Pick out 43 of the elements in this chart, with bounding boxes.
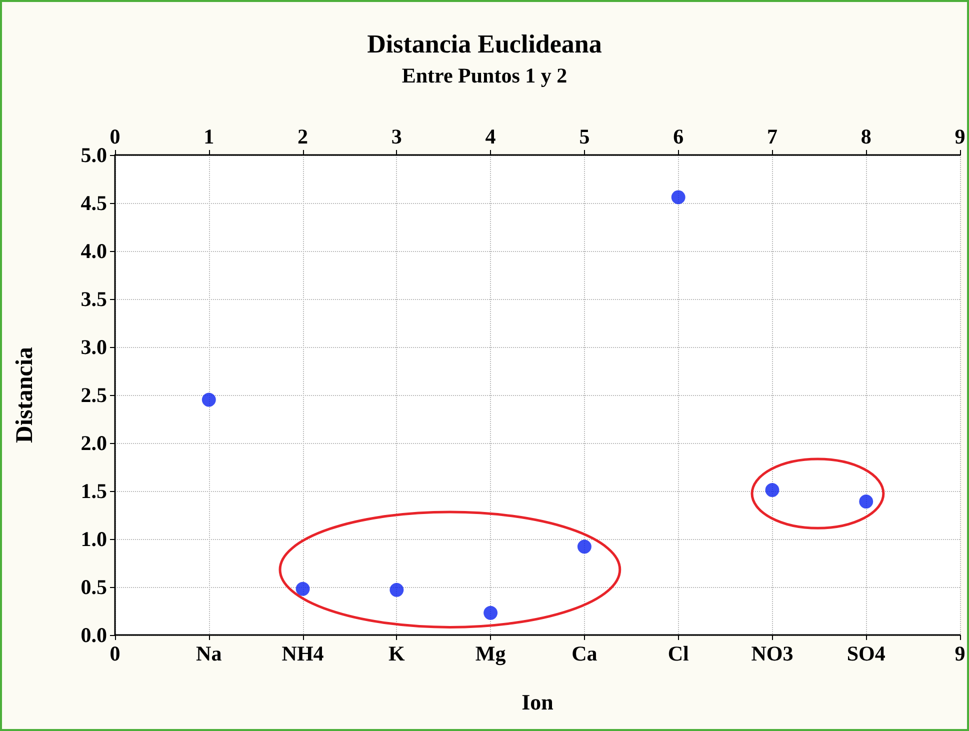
- point: [577, 540, 592, 554]
- x-tick-label: Na: [196, 642, 222, 666]
- x-tick-label: SO4: [846, 642, 886, 666]
- x-tick-label: Ca: [572, 642, 598, 666]
- x-tick-label: NO3: [751, 642, 794, 666]
- y-tick-label: 4.5: [80, 191, 107, 215]
- y-tick-label: 5.0: [80, 143, 107, 167]
- x2-tick-label: 3: [391, 124, 402, 148]
- y-tick-label: 1.0: [80, 527, 107, 551]
- x2-tick-label: 1: [204, 124, 214, 148]
- y-tick-label: 2.0: [80, 431, 107, 455]
- point: [671, 190, 686, 204]
- x-tick-label: 0: [110, 642, 120, 666]
- x2-tick-label: 0: [110, 124, 120, 148]
- x2-tick-label: 5: [579, 124, 590, 148]
- x2-tick-label: 4: [485, 124, 496, 148]
- y-axis-title: Distancia: [12, 347, 38, 443]
- y-tick-label: 3.0: [80, 335, 107, 359]
- point: [296, 582, 310, 596]
- y-tick-label: 3.5: [80, 287, 107, 311]
- y-tick-label: 1.5: [80, 479, 107, 503]
- x-tick-label: Mg: [475, 642, 506, 666]
- y-tick-label: 2.5: [80, 383, 107, 407]
- y-tick-label: 0.5: [80, 575, 107, 599]
- x-axis-title: Ion: [522, 690, 554, 714]
- point: [484, 606, 498, 620]
- y-tick-label: 0.0: [80, 623, 107, 647]
- chart-title: Distancia Euclideana: [367, 30, 602, 58]
- x2-tick-label: 9: [954, 124, 966, 148]
- x-tick-label: K: [388, 642, 406, 666]
- x-tick-label: Cl: [668, 642, 689, 666]
- x2-tick-label: 7: [766, 124, 778, 148]
- x2-tick-label: 8: [860, 124, 872, 148]
- point: [202, 392, 216, 407]
- x2-tick-label: 6: [673, 124, 684, 148]
- chart-subtitle: Entre Puntos 1 y 2: [402, 64, 568, 88]
- x2-tick-label: 2: [298, 124, 308, 148]
- x-tick-label: NH4: [282, 642, 324, 666]
- x-tick-label: 9: [954, 642, 966, 666]
- y-tick-label: 4.0: [80, 239, 107, 263]
- point: [765, 483, 780, 498]
- point: [859, 494, 874, 509]
- point: [390, 582, 404, 597]
